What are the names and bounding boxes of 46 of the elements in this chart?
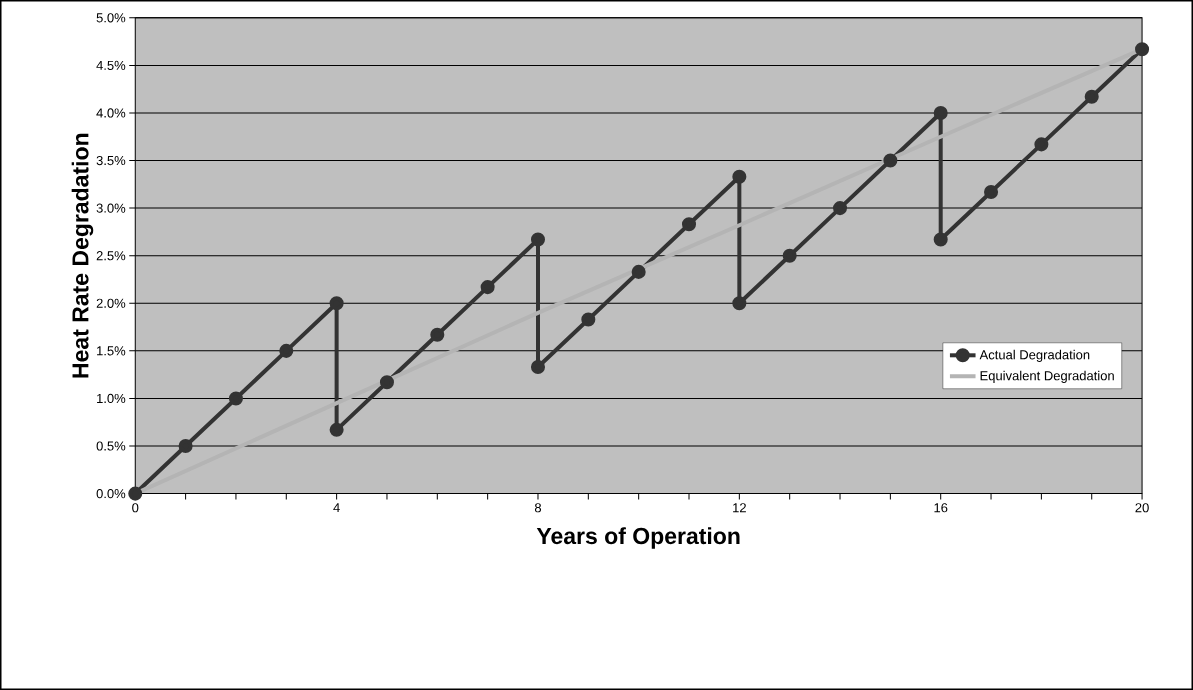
- point: [1084, 89, 1099, 104]
- point: [1135, 42, 1150, 57]
- y-tick-label: 3.5%: [96, 155, 126, 166]
- point: [933, 232, 948, 247]
- x-tick-label: 20: [1135, 503, 1149, 513]
- y-tick-label: 0.5%: [96, 441, 126, 451]
- point: [178, 438, 193, 453]
- x-axis-title: Years of Operation: [536, 527, 740, 549]
- point: [430, 327, 445, 342]
- point: [480, 280, 495, 295]
- point: [1034, 137, 1049, 152]
- point: [782, 248, 797, 263]
- point: [631, 264, 646, 279]
- y-tick-label: 4.0%: [96, 108, 126, 118]
- point: [732, 296, 747, 311]
- y-tick-label: 5.0%: [96, 13, 126, 23]
- y-axis-title: Heat Rate Degradation: [71, 133, 94, 378]
- y-tick-label: 2.0%: [96, 298, 126, 308]
- legend-label: Equivalent Degradation: [980, 370, 1114, 383]
- y-tick-label: 2.5%: [96, 251, 126, 261]
- point: [279, 343, 294, 358]
- point: [581, 312, 596, 327]
- point: [329, 422, 344, 437]
- x-tick-label: 8: [534, 503, 542, 513]
- point: [228, 391, 243, 406]
- point: [128, 486, 143, 501]
- x-tick-label: 12: [733, 503, 746, 513]
- point: [379, 375, 394, 390]
- y-tick-label: 3.0%: [96, 203, 126, 213]
- y-tick-label: 0.0%: [96, 488, 126, 499]
- x-tick-label: 0: [132, 503, 139, 513]
- point: [530, 232, 546, 247]
- point: [832, 201, 848, 216]
- x-tick-label: 16: [934, 503, 948, 513]
- point: [984, 184, 999, 199]
- legend-label: Actual Degradation: [979, 349, 1090, 362]
- y-tick-label: 1.5%: [97, 346, 126, 356]
- y-tick-label: 4.5%: [96, 60, 126, 70]
- point: [681, 217, 697, 232]
- point: [732, 169, 747, 184]
- x-tick-label: 4: [333, 503, 340, 513]
- point: [329, 296, 344, 311]
- point: [883, 153, 898, 168]
- point: [530, 359, 546, 375]
- point: [933, 105, 948, 120]
- y-tick-label: 1.0%: [97, 393, 126, 403]
